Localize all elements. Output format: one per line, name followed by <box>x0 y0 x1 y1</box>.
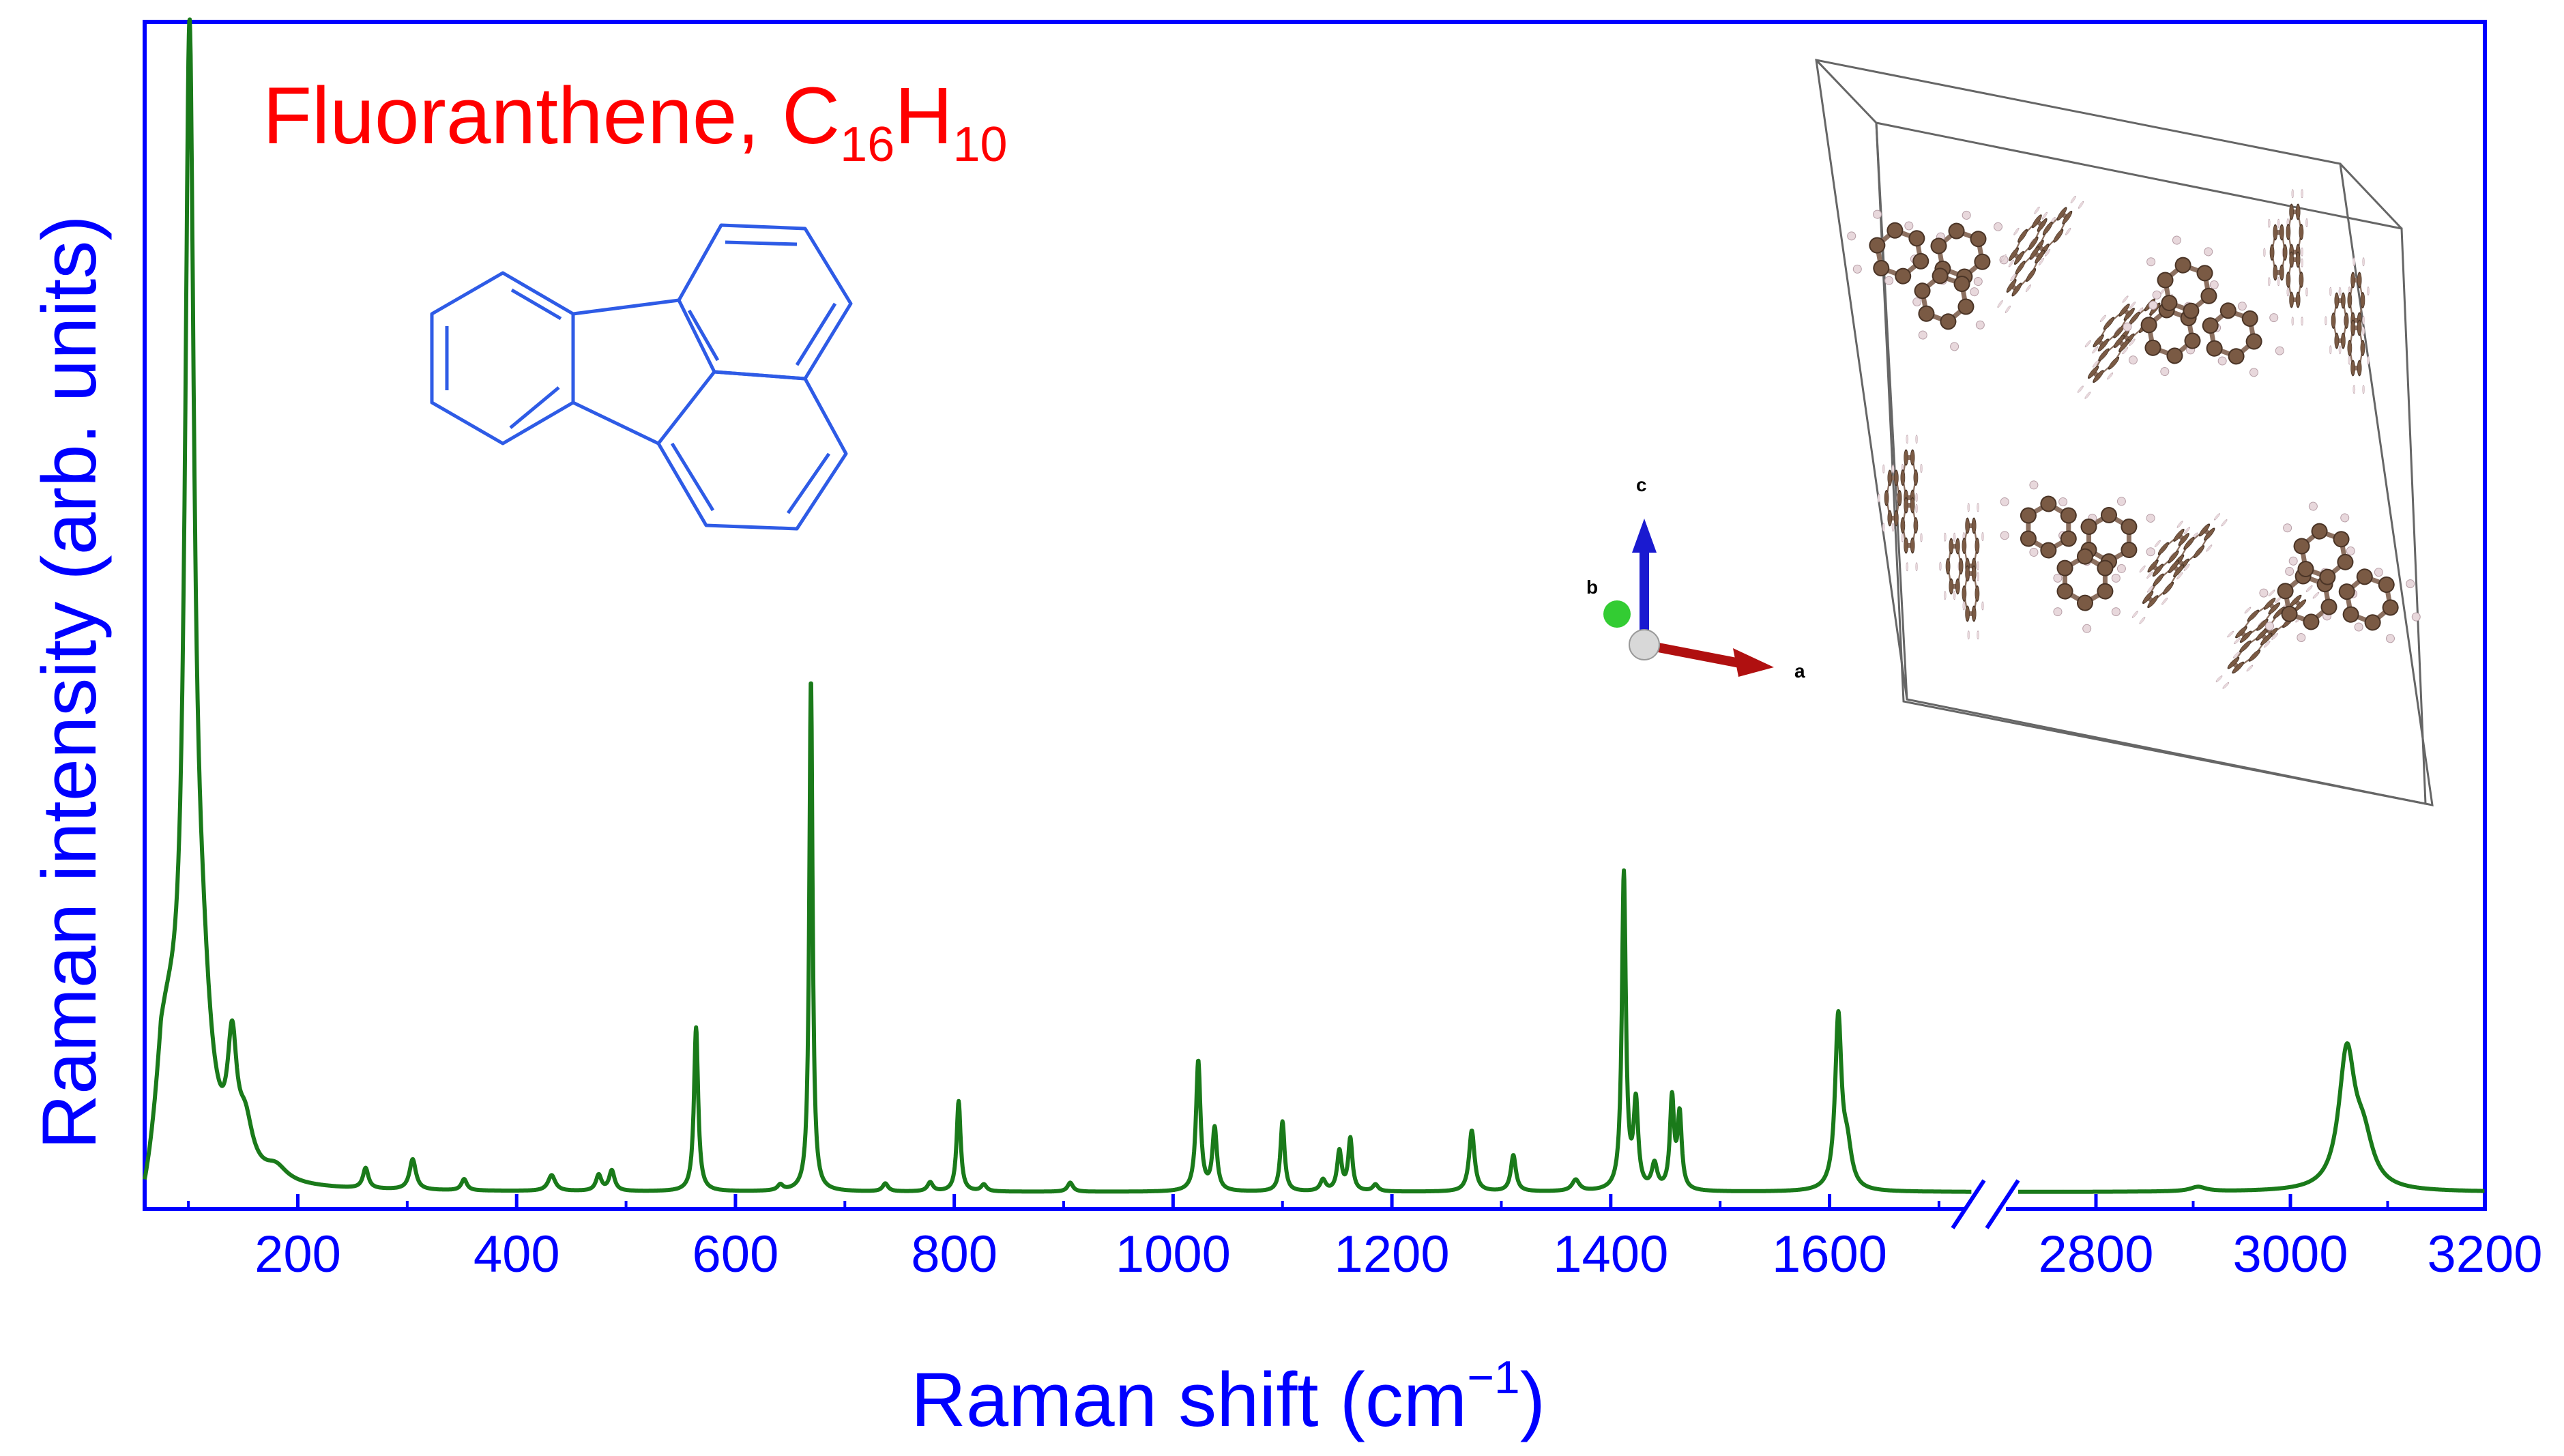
crystal-axes-indicator: c b a <box>1586 474 1805 682</box>
spectrum-line-segment-2 <box>2016 1041 2486 1194</box>
a-axis-arrow-icon <box>1733 648 1774 677</box>
unit-cell-box <box>1815 59 2434 806</box>
x-axis-title-main: Raman shift (cm <box>911 1357 1467 1442</box>
origin-ball-icon <box>1629 629 1660 660</box>
axis-label-a: a <box>1794 660 1805 682</box>
x-tick-label-3200: 3200 <box>2427 1225 2542 1283</box>
x-tick-label-1600: 1600 <box>1772 1225 1887 1283</box>
axis-label-c: c <box>1636 474 1647 495</box>
spectrum-series <box>143 17 2486 1194</box>
x-axis-title-end: ) <box>1520 1357 1545 1442</box>
axis-break <box>1951 1160 2020 1229</box>
molecule-cluster <box>1847 189 2421 689</box>
spectrum-line-segment-1 <box>143 17 1973 1194</box>
x-axis-tick-labels: 200 400 600 800 1000 1200 1400 1600 2800 3000 3200 <box>254 1225 2542 1283</box>
x-tick-label-1200: 1200 <box>1335 1225 1450 1283</box>
crystal-molecule <box>2123 235 2284 377</box>
x-tick-label-600: 600 <box>693 1225 779 1283</box>
title-main: Fluoranthene, C <box>263 71 840 161</box>
crystal-molecule <box>2077 288 2173 399</box>
crystal-molecule <box>1997 195 2084 313</box>
x-tick-label-2800: 2800 <box>2038 1225 2153 1283</box>
x-tick-label-3000: 3000 <box>2232 1225 2348 1283</box>
x-tick-label-200: 200 <box>254 1225 341 1283</box>
fluoranthene-structure <box>430 223 853 531</box>
x-tick-label-1000: 1000 <box>1116 1225 1231 1283</box>
crystal-molecule <box>1939 503 1984 640</box>
plot-frame <box>143 20 2487 1211</box>
chart-title: Fluoranthene, C16H10 <box>263 71 1008 172</box>
crystal-molecule <box>2263 189 2308 326</box>
crystal-molecule <box>2259 501 2421 643</box>
crystal-molecule <box>2000 480 2155 633</box>
x-tick-label-800: 800 <box>911 1225 997 1283</box>
crystal-molecule <box>2325 257 2370 394</box>
b-axis-ball-icon <box>1603 600 1631 628</box>
x-axis-title: Raman shift (cm−1) <box>911 1352 1545 1442</box>
title-sub-10: 10 <box>952 117 1007 172</box>
x-tick-label-1400: 1400 <box>1553 1225 1668 1283</box>
crystal-structure-image <box>1815 59 2434 806</box>
c-axis-arrow-icon <box>1632 519 1657 553</box>
crystal-molecule <box>1878 435 1923 572</box>
title-sub-16: 16 <box>840 117 894 172</box>
crystal-molecule <box>1847 209 2009 351</box>
x-axis-title-sup: −1 <box>1467 1352 1520 1403</box>
x-tick-label-400: 400 <box>474 1225 560 1283</box>
x-axis-ticks <box>187 1194 2487 1209</box>
y-axis-title: Raman intensity (arb. units) <box>27 215 112 1149</box>
axis-label-b: b <box>1586 577 1598 598</box>
crystal-molecule <box>2131 513 2228 624</box>
title-h: H <box>894 71 952 161</box>
